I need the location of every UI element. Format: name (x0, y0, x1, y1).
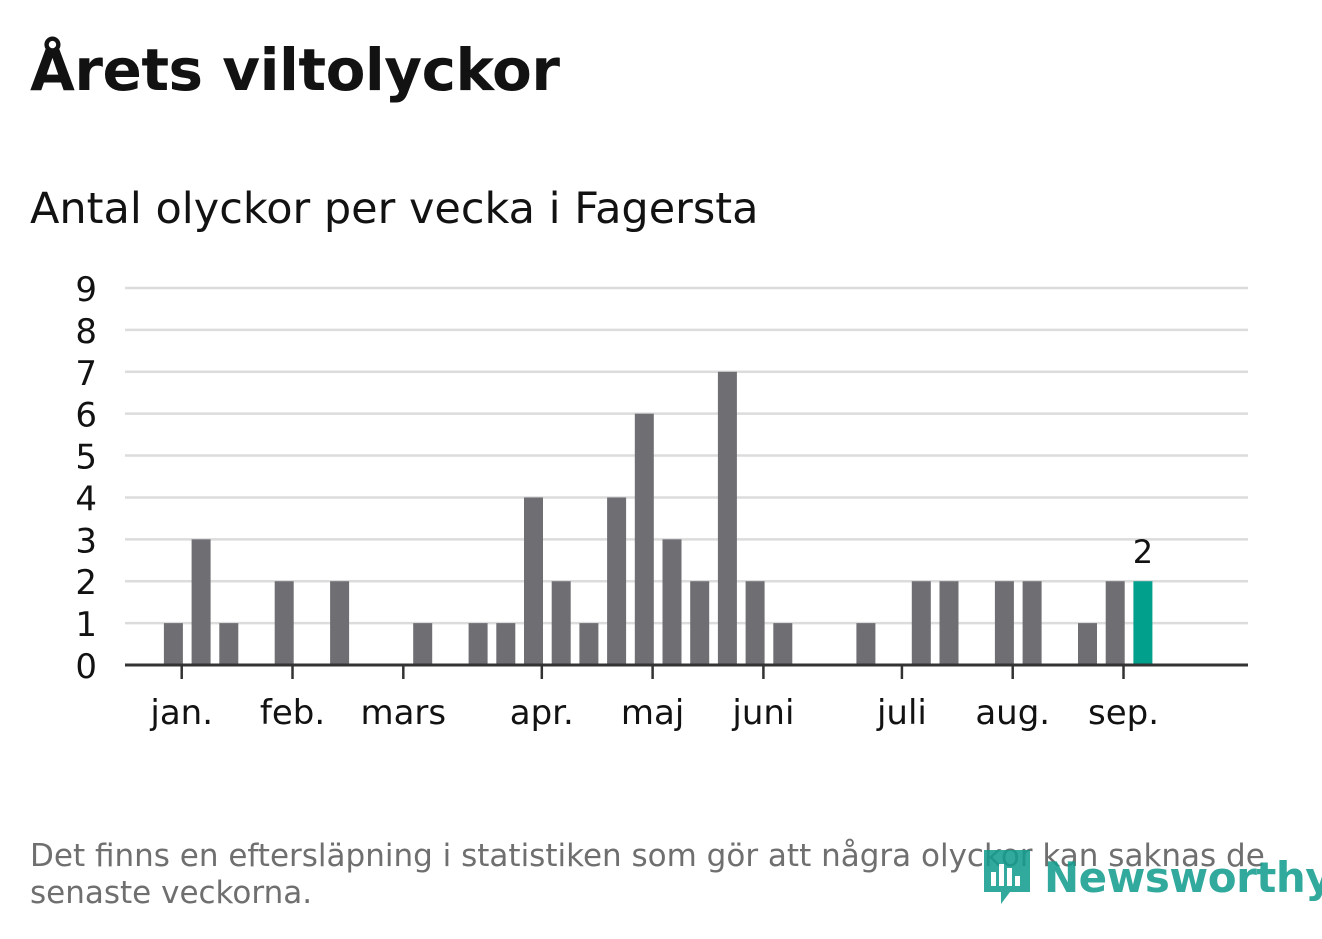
bar (330, 581, 350, 665)
bar (856, 623, 876, 665)
x-tick-label: apr. (510, 693, 574, 733)
bar (994, 581, 1014, 665)
chart-title: Årets viltolyckor (30, 36, 560, 104)
y-tick-label: 8 (75, 312, 97, 352)
bar-chart-speech-bubble-icon (984, 850, 1030, 904)
bar (219, 623, 239, 665)
x-tick-label: juni (731, 693, 794, 733)
y-tick-label: 1 (75, 605, 97, 645)
bar (274, 581, 294, 665)
bar (579, 623, 599, 665)
x-tick-label: jan. (149, 693, 213, 733)
bar (413, 623, 433, 665)
bar (1078, 623, 1097, 665)
bars (163, 371, 1153, 665)
y-tick-label: 2 (75, 563, 97, 603)
x-tick-label: aug. (975, 693, 1050, 733)
bar (634, 413, 654, 665)
bar (551, 581, 571, 665)
bar (1022, 581, 1042, 665)
x-tick-label: feb. (260, 693, 325, 733)
bar (1105, 581, 1125, 665)
y-tick-label: 9 (75, 270, 97, 310)
bar (745, 581, 765, 665)
data-labels: 2 (1133, 533, 1153, 571)
bar (690, 581, 710, 665)
bar (939, 581, 959, 665)
x-tick-label: mars (360, 693, 446, 733)
newsworthy-logo: Newsworthy (980, 846, 1322, 908)
y-tick-label: 3 (75, 521, 97, 561)
gridlines (125, 286, 1248, 625)
bar (524, 497, 543, 665)
y-tick-label: 7 (75, 354, 97, 394)
bar (717, 371, 737, 665)
bar-highlight (1133, 581, 1153, 665)
x-axis-ticks: jan. feb. mars apr. maj juni juli aug. sep. (149, 665, 1159, 733)
x-tick-label: maj (621, 693, 684, 733)
highlight-value-label: 2 (1133, 533, 1153, 571)
bar (773, 623, 793, 665)
bar (163, 623, 183, 665)
bar (496, 623, 516, 665)
logo-text: Newsworthy (1044, 852, 1322, 902)
bar (911, 581, 931, 665)
bar (468, 623, 488, 665)
chart-subtitle: Antal olyckor per vecka i Fagersta (30, 184, 759, 234)
y-tick-label: 0 (75, 647, 97, 687)
bar (607, 497, 627, 665)
footnote: Det finns en eftersläpning i statistiken… (30, 838, 1265, 911)
y-tick-label: 6 (75, 396, 97, 436)
y-tick-label: 4 (75, 479, 97, 519)
bar (191, 539, 211, 665)
y-tick-label: 5 (75, 438, 97, 478)
bar (662, 539, 682, 665)
x-tick-label: juli (876, 693, 927, 733)
x-tick-label: sep. (1088, 693, 1159, 733)
